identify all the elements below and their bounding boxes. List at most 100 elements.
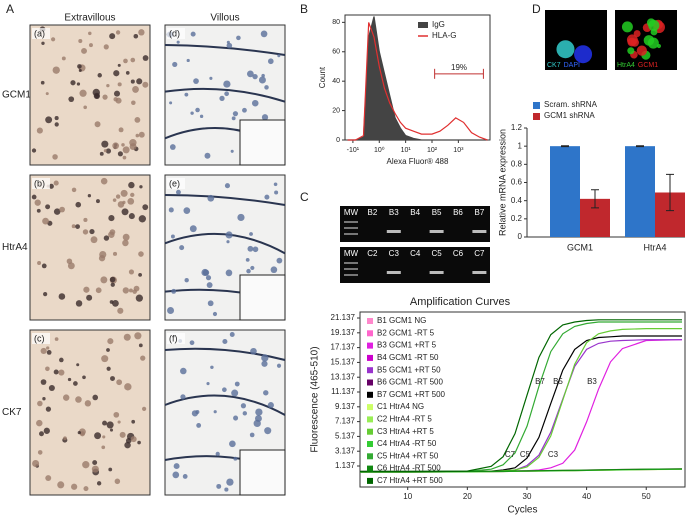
cell <box>242 107 247 113</box>
cell <box>184 278 189 283</box>
cell <box>67 377 72 382</box>
ladder-band <box>344 262 358 264</box>
legend-label: B1 GCM1 NG <box>377 316 426 325</box>
cell <box>142 55 149 61</box>
curve-label: C7 <box>505 450 516 459</box>
cell <box>119 431 126 438</box>
stain <box>556 40 575 59</box>
sublabel-bg <box>32 178 50 189</box>
cell <box>195 410 200 414</box>
cell <box>138 343 143 348</box>
cell <box>207 194 215 202</box>
cell <box>78 68 82 73</box>
error-bar <box>561 145 569 148</box>
legend-swatch <box>367 318 373 324</box>
y-tick-label: 0.6 <box>511 178 523 187</box>
column-title: Extravillous <box>64 13 115 24</box>
cell <box>106 366 111 371</box>
stain <box>647 37 659 49</box>
cell <box>250 265 255 270</box>
cell <box>124 383 132 391</box>
cell <box>206 382 210 386</box>
ladder-band <box>344 268 358 270</box>
cell <box>168 207 174 213</box>
cell <box>223 80 231 88</box>
legend-swatch <box>367 416 373 423</box>
x-tick-label: GCM1 <box>567 242 593 252</box>
cell <box>77 431 81 435</box>
cell <box>92 460 98 466</box>
tissue-edge <box>164 44 286 56</box>
y-tick-label: 0 <box>518 232 523 241</box>
legend-swatch <box>367 428 373 435</box>
cell <box>131 419 136 424</box>
cell <box>92 394 99 401</box>
cell <box>112 198 117 202</box>
row-label: HtrA4 <box>2 242 28 253</box>
cell <box>276 363 282 368</box>
cell <box>139 185 143 189</box>
sublabel: (e) <box>169 178 180 188</box>
ladder-band <box>344 221 358 223</box>
lane-label: B4 <box>410 208 420 217</box>
cell <box>90 236 98 244</box>
cell <box>82 375 86 380</box>
x-axis-title: Cycles <box>507 505 537 515</box>
cell <box>121 208 129 216</box>
cell <box>249 232 253 236</box>
cell <box>130 79 135 84</box>
cell <box>113 70 120 77</box>
cell <box>224 183 230 189</box>
cell <box>58 369 65 376</box>
legend-label: IgG <box>432 20 445 29</box>
lane-label: C5 <box>431 249 442 258</box>
legend-swatch <box>367 330 373 337</box>
cell <box>46 346 50 350</box>
cell <box>52 154 58 160</box>
cell <box>240 403 247 409</box>
cell <box>102 435 106 439</box>
cell <box>108 467 113 472</box>
cell <box>170 234 175 239</box>
cell <box>204 152 211 159</box>
cell <box>103 235 110 241</box>
line <box>360 319 682 473</box>
cell <box>94 432 102 440</box>
cell <box>82 229 89 235</box>
cell <box>193 78 199 84</box>
cell <box>101 445 106 450</box>
cell <box>76 363 80 367</box>
cell <box>96 481 102 486</box>
cell <box>117 82 122 87</box>
cell <box>251 99 259 107</box>
cell <box>136 78 143 85</box>
lane-label: MW <box>344 249 359 258</box>
y-axis-title: Count <box>318 66 327 88</box>
cell <box>63 436 67 441</box>
cell <box>42 217 49 225</box>
cell <box>39 431 44 437</box>
panel-letter: C <box>300 190 309 204</box>
legend-swatch <box>367 404 373 411</box>
cell <box>130 436 137 443</box>
stain <box>626 34 638 46</box>
cell <box>112 251 118 256</box>
ladder-band <box>344 227 358 229</box>
cell <box>82 461 90 469</box>
cell <box>128 213 135 220</box>
cell <box>95 287 102 294</box>
cell <box>118 127 124 133</box>
band <box>429 230 444 233</box>
band <box>386 271 401 274</box>
sublabel-bg <box>167 178 185 189</box>
cell <box>59 357 64 363</box>
cell <box>79 89 87 97</box>
image-caption: GCM1 <box>638 62 658 69</box>
legend-label: B5 GCM1 +RT 50 <box>377 365 441 374</box>
error-bar <box>591 189 599 209</box>
cell <box>91 465 99 473</box>
cell <box>78 39 83 44</box>
legend-label: C2 HtrA4 -RT 5 <box>377 415 432 424</box>
cell <box>109 276 116 283</box>
